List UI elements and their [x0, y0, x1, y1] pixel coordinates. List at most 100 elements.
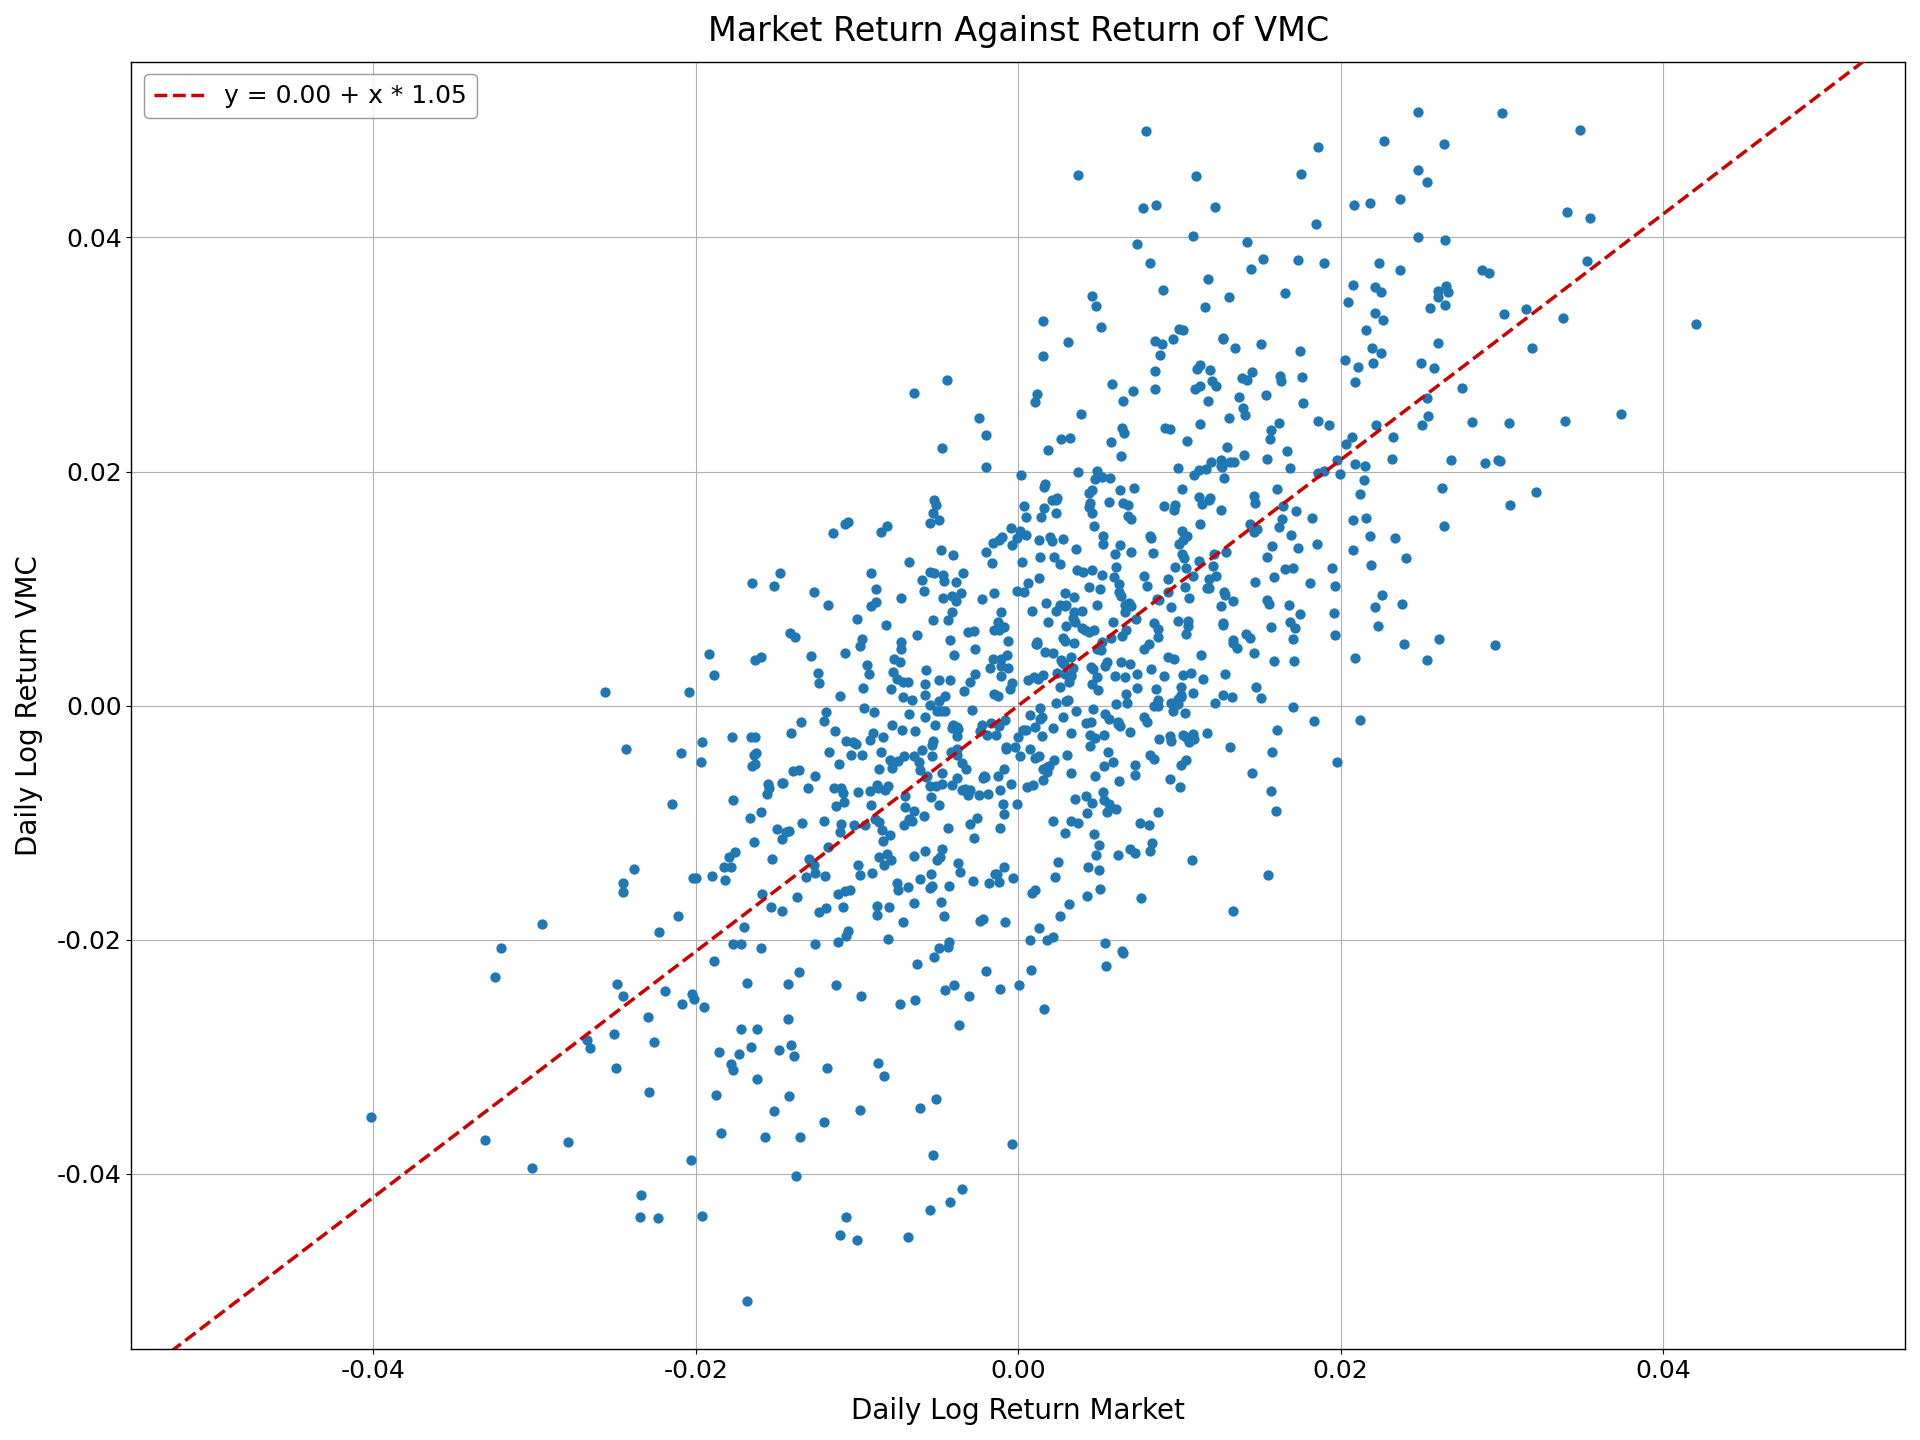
Point: [1020, 390, 1050, 413]
Point: [1261, 719, 1292, 742]
Point: [1025, 707, 1056, 730]
Point: [966, 909, 996, 932]
Point: [751, 1126, 781, 1149]
Point: [824, 930, 854, 953]
Point: [1156, 729, 1187, 752]
Point: [1087, 564, 1117, 588]
Point: [1114, 652, 1144, 675]
Point: [874, 824, 904, 847]
Point: [666, 742, 697, 765]
Point: [1196, 451, 1227, 474]
Point: [829, 878, 860, 901]
Point: [1154, 768, 1185, 791]
Point: [678, 867, 708, 890]
Point: [1087, 533, 1117, 556]
Point: [766, 827, 797, 850]
Point: [1000, 736, 1031, 759]
Point: [1008, 495, 1039, 518]
Point: [1085, 577, 1116, 600]
Point: [1321, 449, 1352, 472]
Point: [1286, 163, 1317, 186]
Point: [728, 916, 758, 939]
Point: [872, 514, 902, 537]
Point: [1169, 575, 1200, 598]
Point: [1144, 727, 1175, 750]
Point: [914, 877, 945, 900]
Point: [1336, 426, 1367, 449]
Point: [1283, 537, 1313, 560]
Point: [933, 936, 964, 959]
Point: [599, 1022, 630, 1045]
Point: [1167, 528, 1198, 552]
Point: [766, 772, 797, 795]
Point: [1340, 370, 1371, 393]
Point: [935, 740, 966, 763]
Point: [1144, 589, 1175, 612]
Point: [745, 801, 776, 824]
Point: [922, 848, 952, 871]
Point: [1256, 428, 1286, 451]
Point: [1208, 455, 1238, 478]
Point: [1139, 377, 1169, 400]
Point: [1177, 225, 1208, 248]
Point: [799, 861, 829, 884]
Point: [956, 698, 987, 721]
Point: [1073, 495, 1104, 518]
Point: [924, 508, 954, 531]
Point: [766, 900, 797, 923]
Point: [1227, 366, 1258, 389]
Point: [1091, 932, 1121, 955]
Point: [983, 714, 1014, 737]
Point: [1106, 416, 1137, 439]
Point: [1260, 566, 1290, 589]
Point: [985, 779, 1016, 802]
Point: [981, 723, 1012, 746]
Point: [634, 1005, 664, 1028]
Point: [1183, 485, 1213, 508]
Point: [841, 1228, 872, 1251]
Point: [1415, 297, 1446, 320]
Point: [1267, 507, 1298, 530]
Point: [1150, 416, 1181, 439]
Point: [983, 618, 1014, 641]
Point: [643, 920, 674, 943]
Point: [1171, 622, 1202, 645]
Point: [793, 848, 824, 871]
X-axis label: Daily Log Return Market: Daily Log Return Market: [851, 1397, 1185, 1426]
Point: [1102, 842, 1133, 865]
Point: [1094, 467, 1125, 490]
Point: [1152, 567, 1183, 590]
Point: [1056, 721, 1087, 744]
Point: [983, 765, 1014, 788]
Point: [864, 757, 895, 780]
Point: [1471, 452, 1501, 475]
Point: [877, 648, 908, 671]
Point: [1179, 377, 1210, 400]
Point: [1012, 572, 1043, 595]
Point: [1390, 547, 1421, 570]
Point: [687, 732, 718, 755]
Point: [1079, 468, 1110, 491]
Point: [885, 992, 916, 1015]
Point: [1002, 579, 1033, 602]
Point: [1031, 756, 1062, 779]
Point: [1179, 464, 1210, 487]
Point: [960, 638, 991, 661]
Point: [1121, 232, 1152, 255]
Point: [987, 600, 1018, 624]
Point: [918, 488, 948, 511]
Point: [1087, 638, 1117, 661]
Point: [1404, 99, 1434, 122]
Point: [902, 953, 933, 976]
Point: [885, 649, 916, 672]
Point: [914, 694, 945, 717]
Point: [856, 793, 887, 816]
Point: [1173, 588, 1204, 611]
Point: [1050, 662, 1081, 685]
Point: [1350, 505, 1380, 528]
Point: [856, 595, 887, 618]
Point: [1098, 566, 1129, 589]
Point: [718, 932, 749, 955]
Point: [910, 706, 941, 729]
Point: [1037, 488, 1068, 511]
